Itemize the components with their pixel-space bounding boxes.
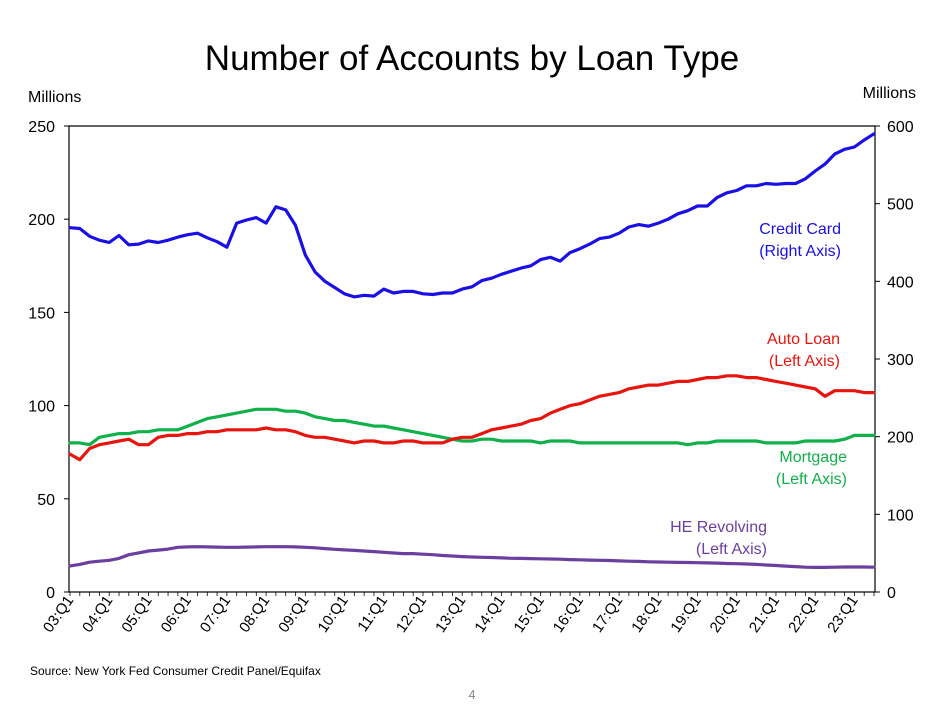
x-tick-label: 16:Q1 [550, 593, 587, 636]
series-labels: Credit Card (Right Axis) Auto Loan (Left Ax… [670, 221, 847, 558]
x-tick-label: 18:Q1 [628, 593, 665, 636]
page-number: 4 [468, 687, 475, 702]
series-line-credit-card [68, 132, 876, 299]
x-tick-label: 23:Q1 [824, 593, 861, 636]
series-label-auto-loan: Auto Loan [767, 331, 840, 348]
right-tick-label: 600 [887, 119, 914, 136]
left-tick-label: 150 [28, 305, 55, 322]
x-axis: 03:Q1 04:Q1 05:Q1 06:Q1 07:Q1 08:Q1 09:Q1 10:Q1… [40, 592, 875, 636]
left-tick-label: 50 [37, 492, 55, 509]
x-tick-label: 05:Q1 [118, 593, 155, 636]
x-tick-label: 13:Q1 [432, 593, 469, 636]
right-tick-label: 300 [887, 352, 914, 369]
x-tick-label: 21:Q1 [746, 593, 783, 636]
series-line-mortgage [68, 407, 876, 447]
series-line-he-revolving [68, 545, 876, 570]
left-tick-label: 250 [28, 119, 55, 136]
x-tick-label: 10:Q1 [314, 593, 351, 636]
series-label-credit-card: Credit Card [759, 221, 841, 238]
x-tick-label: 17:Q1 [589, 593, 626, 636]
left-tick-label: 200 [28, 212, 55, 229]
x-tick-label: 14:Q1 [471, 593, 508, 636]
x-tick-label: 04:Q1 [79, 593, 116, 636]
chart-title: Number of Accounts by Loan Type [205, 39, 739, 78]
x-tick-label: 19:Q1 [667, 593, 704, 636]
x-tick-label: 09:Q1 [275, 593, 312, 636]
right-axis: 0 100 200 300 400 500 600 [875, 119, 914, 602]
x-tick-label: 06:Q1 [158, 593, 195, 636]
series-label-mortgage: (Left Axis) [776, 471, 847, 488]
series-label-credit-card: (Right Axis) [759, 243, 841, 260]
left-tick-label: 0 [46, 585, 55, 602]
right-axis-unit: Millions [863, 85, 916, 102]
x-tick-label: 11:Q1 [354, 593, 391, 635]
x-tick-label: 08:Q1 [236, 593, 273, 636]
left-tick-label: 100 [28, 399, 55, 416]
left-axis-unit: Millions [28, 89, 81, 106]
right-tick-label: 100 [887, 507, 914, 524]
x-tick-label: 12:Q1 [393, 593, 430, 636]
right-tick-label: 500 [887, 197, 914, 214]
series-label-auto-loan: (Left Axis) [769, 353, 840, 370]
right-tick-label: 400 [887, 274, 914, 291]
series-lines [68, 132, 876, 570]
x-tick-label: 15:Q1 [511, 593, 548, 636]
source-note: Source: New York Fed Consumer Credit Pan… [30, 664, 321, 678]
series-label-he-revolving: (Left Axis) [696, 541, 767, 558]
x-tick-label: 22:Q1 [785, 593, 822, 636]
right-tick-label: 200 [887, 430, 914, 447]
x-tick-label: 07:Q1 [197, 593, 234, 636]
left-axis: 0 50 100 150 200 250 [28, 119, 69, 602]
right-tick-label: 0 [887, 585, 896, 602]
series-line-auto-loan [68, 374, 876, 462]
series-label-mortgage: Mortgage [779, 449, 847, 466]
series-label-he-revolving: HE Revolving [670, 519, 767, 536]
x-tick-label: 20:Q1 [707, 593, 744, 636]
